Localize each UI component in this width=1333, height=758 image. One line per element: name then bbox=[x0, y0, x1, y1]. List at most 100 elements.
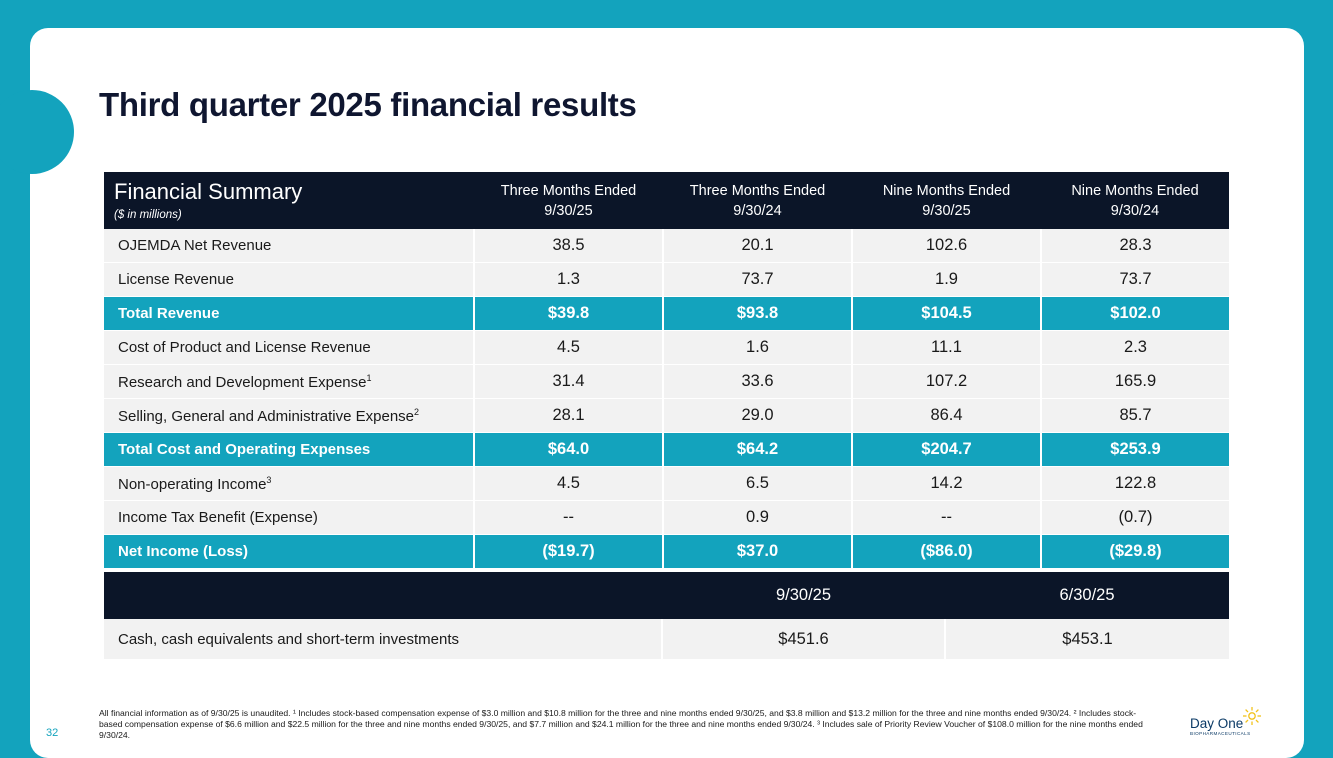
table-row: Research and Development Expense1 31.4 33.… bbox=[104, 364, 1229, 399]
row-label-text: Income Tax Benefit (Expense) bbox=[118, 509, 318, 526]
row-label-text: Selling, General and Administrative Expe… bbox=[118, 407, 415, 425]
table-body: OJEMDA Net Revenue 38.5 20.1 102.6 28.3 Licen… bbox=[104, 229, 1229, 569]
column-header: Nine Months Ended 9/30/25 bbox=[852, 172, 1041, 229]
row-label-text: Cost of Product and License Revenue bbox=[118, 339, 371, 356]
total-row: Total Cost and Operating Expenses $64.0 $6… bbox=[104, 432, 1229, 467]
cash-value: $453.1 bbox=[944, 619, 1229, 659]
row-label-text: Non-operating Income bbox=[118, 475, 267, 493]
cash-table: 9/30/25 6/30/25 Cash, cash equivalents a… bbox=[104, 572, 1229, 659]
column-header-label: Nine Months Ended 9/30/24 bbox=[1071, 182, 1199, 219]
logo-subtitle: BIOPHARMACEUTICALS bbox=[1190, 731, 1251, 736]
value-cell: $93.8 bbox=[662, 296, 852, 331]
value-cell: $204.7 bbox=[851, 432, 1041, 467]
page-number: 32 bbox=[46, 727, 59, 739]
value-cell: 33.6 bbox=[662, 364, 852, 399]
value-cell: 1.6 bbox=[662, 330, 852, 365]
cash-row: Cash, cash equivalents and short-term in… bbox=[104, 619, 1229, 659]
value-cell: $37.0 bbox=[662, 534, 852, 569]
value-cell: 122.8 bbox=[1040, 466, 1229, 501]
row-label: Total Revenue bbox=[104, 296, 474, 331]
value-cell: 102.6 bbox=[851, 229, 1041, 263]
cash-header-blank bbox=[104, 572, 662, 619]
value-cell: 29.0 bbox=[662, 398, 852, 433]
value-cell: 107.2 bbox=[851, 364, 1041, 399]
value-cell: $64.0 bbox=[473, 432, 663, 467]
value-cell: 86.4 bbox=[851, 398, 1041, 433]
value-cell: 73.7 bbox=[1040, 262, 1229, 297]
value-cell: 2.3 bbox=[1040, 330, 1229, 365]
row-label-text: License Revenue bbox=[118, 271, 234, 288]
financial-summary-table: Financial Summary ($ in millions) Three … bbox=[104, 172, 1229, 569]
logo-name: Day One bbox=[1190, 716, 1244, 731]
value-cell: 28.3 bbox=[1040, 229, 1229, 263]
summary-subheading: ($ in millions) bbox=[114, 208, 182, 221]
table-row: Non-operating Income3 4.5 6.5 14.2 122.8 bbox=[104, 466, 1229, 501]
total-row: Total Revenue $39.8 $93.8 $104.5 $102.0 bbox=[104, 296, 1229, 331]
table-row: License Revenue 1.3 73.7 1.9 73.7 bbox=[104, 262, 1229, 297]
value-cell: 73.7 bbox=[662, 262, 852, 297]
value-cell: 165.9 bbox=[1040, 364, 1229, 399]
value-cell: -- bbox=[473, 500, 663, 535]
cash-column-header: 9/30/25 bbox=[662, 572, 945, 619]
value-cell: 31.4 bbox=[473, 364, 663, 399]
total-row: Net Income (Loss) ($19.7) $37.0 ($86.0) ($29… bbox=[104, 534, 1229, 569]
column-header-label: Three Months Ended 9/30/24 bbox=[689, 182, 826, 219]
row-label: Net Income (Loss) bbox=[104, 534, 474, 569]
value-cell: 20.1 bbox=[662, 229, 852, 263]
row-label-text: OJEMDA Net Revenue bbox=[118, 237, 272, 254]
company-logo: Day One BIOPHARMACEUTICALS bbox=[1190, 706, 1265, 740]
cash-column-header: 6/30/25 bbox=[945, 572, 1229, 619]
value-cell: ($19.7) bbox=[473, 534, 663, 569]
table-row: Selling, General and Administrative Expe… bbox=[104, 398, 1229, 433]
table-row: Cost of Product and License Revenue 4.5 1.… bbox=[104, 330, 1229, 365]
column-header: Nine Months Ended 9/30/24 bbox=[1041, 172, 1229, 229]
footnote-marker: 3 bbox=[266, 474, 272, 485]
row-label-text: Net Income (Loss) bbox=[118, 543, 249, 560]
column-header: Three Months Ended 9/30/24 bbox=[663, 172, 852, 229]
value-cell: ($86.0) bbox=[851, 534, 1041, 569]
summary-heading: Financial Summary bbox=[114, 178, 303, 204]
value-cell: 1.3 bbox=[473, 262, 663, 297]
value-cell: ($29.8) bbox=[1040, 534, 1229, 569]
value-cell: -- bbox=[851, 500, 1041, 535]
row-label: Cost of Product and License Revenue bbox=[104, 330, 474, 365]
row-label-text: Total Revenue bbox=[118, 305, 220, 322]
value-cell: 1.9 bbox=[851, 262, 1041, 297]
value-cell: 85.7 bbox=[1040, 398, 1229, 433]
cash-value: $451.6 bbox=[661, 619, 945, 659]
cash-row-label: Cash, cash equivalents and short-term in… bbox=[104, 619, 662, 659]
table-row: OJEMDA Net Revenue 38.5 20.1 102.6 28.3 bbox=[104, 229, 1229, 263]
value-cell: 4.5 bbox=[473, 330, 663, 365]
row-label-text: Research and Development Expense bbox=[118, 373, 367, 391]
row-label: Total Cost and Operating Expenses bbox=[104, 432, 474, 467]
row-label: OJEMDA Net Revenue bbox=[104, 229, 474, 263]
row-label: Selling, General and Administrative Expe… bbox=[104, 398, 474, 433]
table-header-row: Financial Summary ($ in millions) Three … bbox=[104, 172, 1229, 229]
footnote: All financial information as of 9/30/25 … bbox=[99, 708, 1143, 740]
value-cell: 28.1 bbox=[473, 398, 663, 433]
footnote-marker: 1 bbox=[366, 372, 372, 383]
row-label-text: Total Cost and Operating Expenses bbox=[118, 441, 371, 458]
decorative-circle bbox=[0, 90, 74, 174]
value-cell: 38.5 bbox=[473, 229, 663, 263]
row-label: Income Tax Benefit (Expense) bbox=[104, 500, 474, 535]
value-cell: 11.1 bbox=[851, 330, 1041, 365]
footnote-marker: 2 bbox=[414, 406, 420, 417]
value-cell: 6.5 bbox=[662, 466, 852, 501]
column-header-label: Three Months Ended 9/30/25 bbox=[500, 182, 637, 219]
value-cell: $104.5 bbox=[851, 296, 1041, 331]
summary-heading-cell: Financial Summary ($ in millions) bbox=[104, 172, 474, 229]
value-cell: $39.8 bbox=[473, 296, 663, 331]
column-header: Three Months Ended 9/30/25 bbox=[474, 172, 663, 229]
value-cell: 0.9 bbox=[662, 500, 852, 535]
page-title: Third quarter 2025 financial results bbox=[99, 86, 637, 123]
value-cell: $253.9 bbox=[1040, 432, 1229, 467]
sun-icon bbox=[1243, 707, 1261, 725]
value-cell: 14.2 bbox=[851, 466, 1041, 501]
row-label: Non-operating Income3 bbox=[104, 466, 474, 501]
column-header-label: Nine Months Ended 9/30/25 bbox=[882, 182, 1011, 219]
value-cell: 4.5 bbox=[473, 466, 663, 501]
cash-header-row: 9/30/25 6/30/25 bbox=[104, 572, 1229, 619]
value-cell: $64.2 bbox=[662, 432, 852, 467]
table-row: Income Tax Benefit (Expense) -- 0.9 -- (0.7) bbox=[104, 500, 1229, 535]
